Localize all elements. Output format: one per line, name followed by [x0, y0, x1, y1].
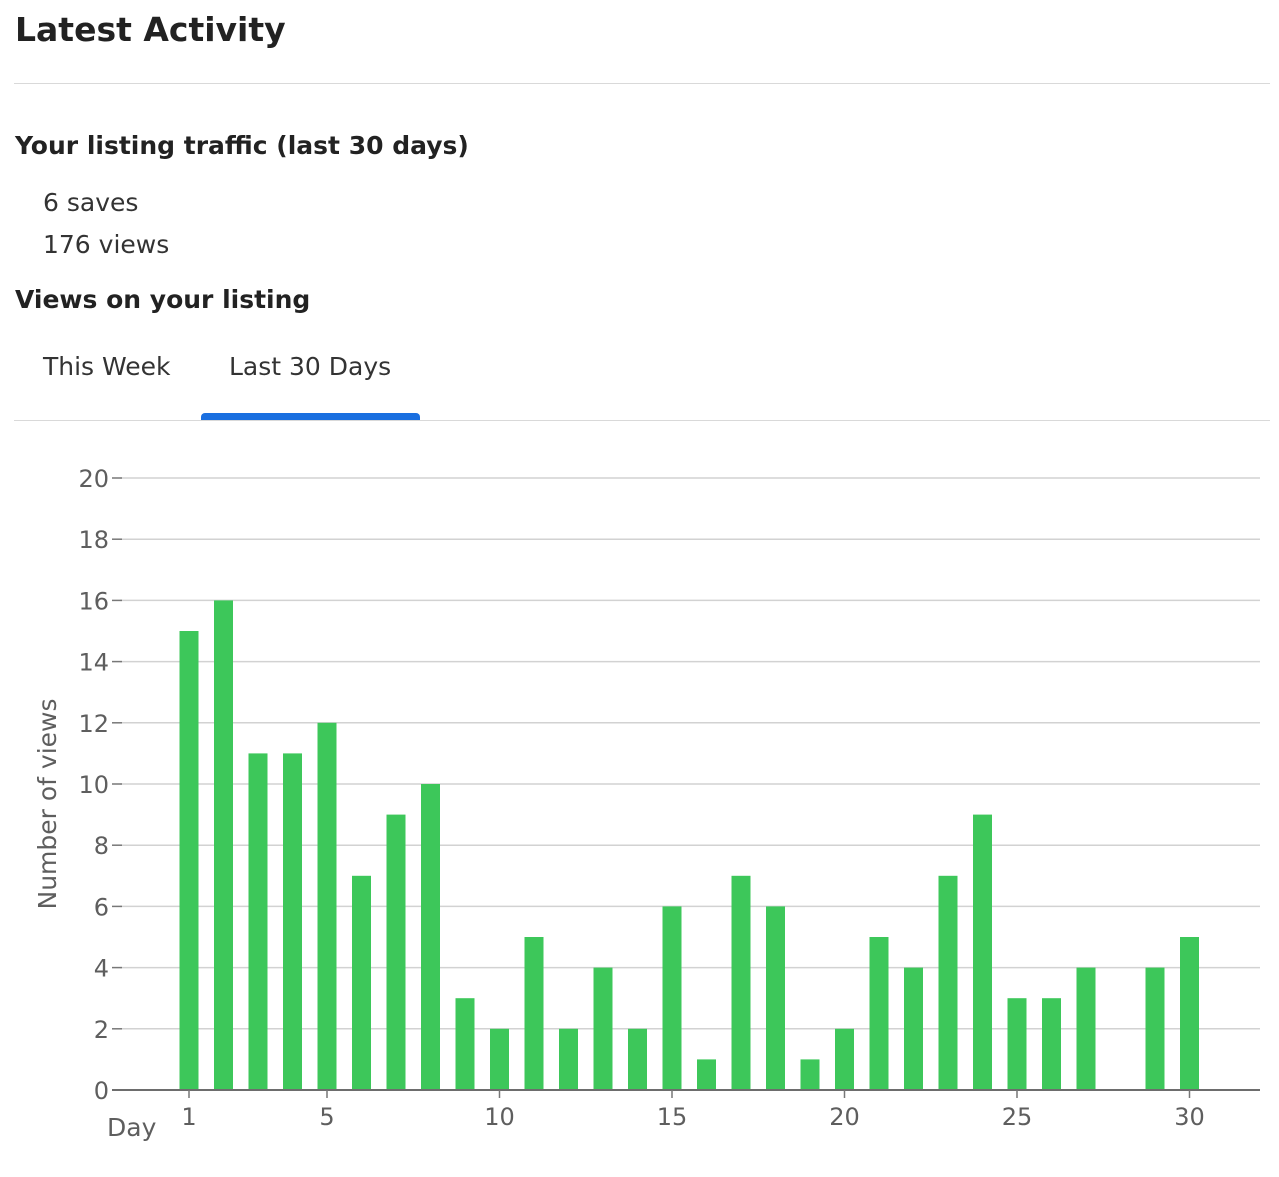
bar-day-3	[248, 753, 268, 1090]
saves-count: 6 saves	[43, 188, 139, 217]
y-tick-label: 16	[78, 587, 109, 615]
y-tick-label: 4	[94, 955, 109, 983]
bar-day-25	[1007, 998, 1027, 1090]
bar-day-21	[869, 937, 889, 1090]
bar-day-15	[662, 906, 682, 1090]
bar-day-20	[835, 1028, 854, 1090]
bar-day-13	[593, 967, 613, 1090]
bar-day-19	[800, 1059, 820, 1090]
y-tick-label: 6	[94, 893, 109, 921]
y-tick-label: 2	[94, 1016, 109, 1044]
views-count: 176 views	[43, 230, 170, 259]
bar-day-6	[352, 875, 371, 1090]
bar-day-2	[214, 600, 233, 1090]
y-tick-label: 18	[78, 526, 109, 554]
x-tick-label: 15	[657, 1103, 688, 1131]
bar-day-1	[179, 631, 199, 1090]
chart-grid	[120, 477, 1260, 1030]
bar-day-26	[1042, 998, 1061, 1090]
bar-day-9	[455, 998, 475, 1090]
bar-day-23	[938, 875, 958, 1090]
x-tick-label: 20	[829, 1103, 860, 1131]
active-tab-indicator	[201, 413, 420, 420]
bar-day-24	[973, 814, 992, 1090]
x-tick-label: 25	[1002, 1103, 1033, 1131]
bar-day-18	[766, 906, 785, 1090]
bar-day-27	[1076, 967, 1096, 1090]
y-tick-label: 20	[78, 465, 109, 493]
divider	[14, 83, 1270, 84]
tab-this-week[interactable]: This Week	[43, 352, 171, 381]
bar-day-8	[421, 784, 440, 1090]
bar-day-29	[1145, 967, 1165, 1090]
bar-day-22	[904, 967, 923, 1090]
bar-day-14	[628, 1028, 647, 1090]
x-axis-label: Day	[107, 1113, 157, 1142]
traffic-title: Your listing traffic (last 30 days)	[15, 131, 469, 160]
x-tick-label: 1	[181, 1103, 196, 1131]
bar-day-10	[490, 1028, 509, 1090]
y-axis-label: Number of views	[33, 698, 62, 909]
y-tick-label: 14	[78, 649, 109, 677]
x-tick-label: 30	[1174, 1103, 1205, 1131]
bar-day-11	[524, 937, 544, 1090]
y-tick-label: 12	[78, 710, 109, 738]
tabs-divider	[14, 420, 1270, 421]
bar-day-16	[697, 1059, 716, 1090]
chart-bars	[179, 600, 1199, 1090]
bar-day-5	[317, 722, 337, 1090]
y-tick-label: 0	[94, 1077, 109, 1105]
y-tick-label: 10	[78, 771, 109, 799]
bar-day-12	[559, 1028, 578, 1090]
bar-day-4	[283, 753, 302, 1090]
bar-day-7	[386, 814, 406, 1090]
page-title: Latest Activity	[15, 10, 286, 49]
y-tick-label: 8	[94, 832, 109, 860]
bar-day-30	[1180, 937, 1199, 1090]
bar-day-17	[731, 875, 751, 1090]
views-section-title: Views on your listing	[15, 285, 311, 314]
tab-last-30-days[interactable]: Last 30 Days	[229, 352, 392, 381]
x-tick-label: 5	[319, 1103, 334, 1131]
x-tick-label: 10	[484, 1103, 515, 1131]
